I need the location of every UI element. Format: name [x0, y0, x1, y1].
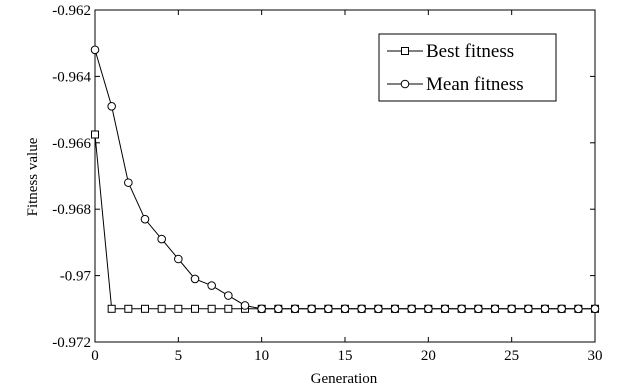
x-axis-title: Generation — [311, 371, 378, 387]
legend-label: Mean fitness — [426, 74, 524, 95]
data-point — [190, 274, 200, 284]
data-point — [207, 304, 216, 313]
x-tick-label: 5 — [175, 348, 183, 364]
data-point — [141, 304, 149, 313]
y-tick-label: -0.962 — [52, 3, 91, 19]
data-point — [157, 234, 166, 244]
x-tick-label: 25 — [504, 348, 519, 364]
x-tick-label: 15 — [338, 348, 353, 364]
data-point — [124, 178, 133, 187]
data-point — [507, 304, 516, 314]
y-tick-label: -0.964 — [52, 69, 91, 85]
data-point — [307, 304, 316, 314]
x-tick-label: 0 — [91, 348, 99, 364]
x-tick-label: 30 — [588, 348, 603, 364]
legend-item: Best fitness — [387, 41, 514, 62]
data-point — [390, 304, 400, 314]
data-point — [257, 304, 266, 314]
data-point — [90, 45, 100, 55]
data-point — [574, 304, 583, 314]
series-layer — [90, 45, 600, 314]
circle-marker-icon — [400, 79, 410, 89]
data-point — [290, 304, 300, 314]
data-point — [274, 304, 283, 314]
legend-label: Best fitness — [426, 41, 514, 62]
y-tick-label: -0.968 — [52, 202, 91, 218]
data-point — [191, 304, 199, 313]
data-point — [207, 281, 216, 290]
data-point — [224, 304, 233, 313]
data-point — [407, 304, 416, 314]
data-point — [107, 101, 116, 111]
data-point — [424, 304, 433, 314]
square-marker-icon — [401, 47, 409, 55]
data-point — [590, 304, 600, 314]
data-point — [340, 304, 350, 314]
series-mean-fitness — [90, 45, 600, 314]
data-point — [224, 291, 233, 300]
y-tick-label: -0.972 — [52, 335, 91, 351]
data-point — [540, 304, 550, 314]
data-point — [524, 304, 533, 314]
legend-box — [378, 33, 557, 102]
data-point — [124, 304, 133, 313]
data-point — [457, 304, 466, 314]
data-point — [107, 304, 116, 313]
data-point — [140, 214, 150, 224]
y-tick-label: -0.966 — [52, 136, 91, 152]
data-point — [240, 301, 250, 310]
data-point — [440, 304, 450, 314]
data-point — [174, 254, 183, 264]
data-point — [174, 304, 183, 313]
x-tick-label: 20 — [421, 348, 436, 364]
data-point — [91, 130, 99, 139]
data-point — [490, 304, 500, 314]
y-tick-label: -0.97 — [60, 269, 92, 285]
legend-item: Mean fitness — [387, 74, 524, 95]
series-line — [94, 134, 595, 310]
x-tick-label: 10 — [254, 348, 269, 364]
data-point — [324, 304, 333, 314]
y-axis-title: Fitness value — [25, 137, 41, 216]
series-best-fitness — [91, 130, 599, 313]
data-point — [357, 304, 366, 314]
data-point — [557, 304, 566, 314]
data-point — [474, 304, 483, 314]
data-point — [374, 304, 383, 314]
tick-layer: 0 5 10 15 20 25 30 -0.972 -0.97 -0.968 -0.966 -0.96… — [52, 3, 602, 364]
data-point — [157, 304, 166, 313]
legend: Best fitness Mean fitness — [378, 33, 557, 102]
